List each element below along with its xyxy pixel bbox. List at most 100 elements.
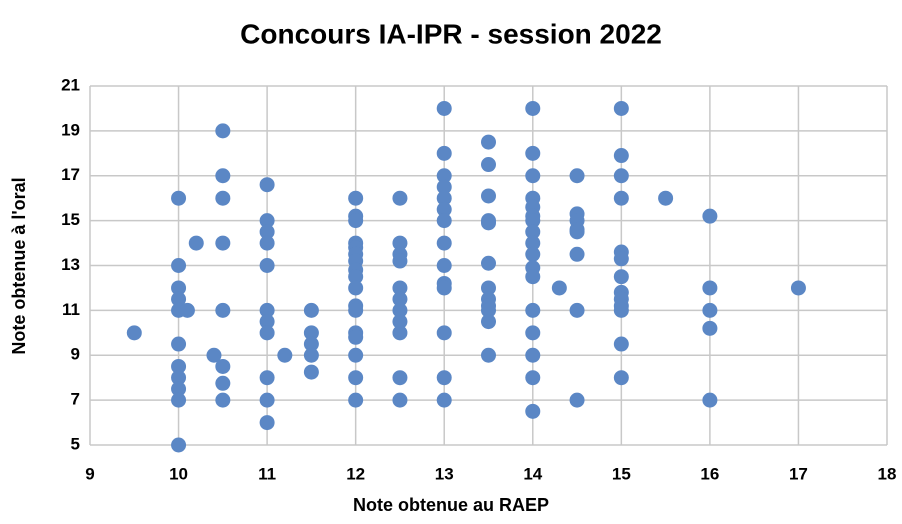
point xyxy=(392,280,408,296)
point xyxy=(303,302,319,318)
point xyxy=(525,403,541,419)
point xyxy=(525,235,541,251)
point xyxy=(171,358,187,374)
point xyxy=(392,314,408,330)
point xyxy=(215,235,231,251)
point xyxy=(702,320,718,336)
point xyxy=(613,168,629,184)
point xyxy=(348,302,364,318)
point xyxy=(303,325,319,341)
point xyxy=(259,177,275,193)
point xyxy=(392,190,408,206)
point xyxy=(392,235,408,251)
point xyxy=(277,347,293,363)
point xyxy=(348,269,364,285)
point xyxy=(171,437,187,453)
x-tick-label: 16 xyxy=(700,464,719,483)
point xyxy=(613,148,629,164)
point xyxy=(392,253,408,269)
point xyxy=(392,392,408,408)
point xyxy=(171,280,187,296)
point xyxy=(259,224,275,240)
point xyxy=(171,370,187,386)
point xyxy=(569,224,585,240)
y-tick-label: 15 xyxy=(61,210,80,229)
point xyxy=(525,145,541,161)
point xyxy=(259,213,275,229)
point xyxy=(436,392,452,408)
point xyxy=(481,157,496,173)
point xyxy=(348,213,364,229)
x-tick-label: 17 xyxy=(789,464,808,483)
y-tick-label: 19 xyxy=(61,120,80,139)
point xyxy=(481,188,496,204)
point xyxy=(215,190,231,206)
point xyxy=(481,280,496,296)
point xyxy=(481,134,496,150)
y-tick-label: 5 xyxy=(71,434,80,453)
point xyxy=(392,291,408,307)
point xyxy=(348,190,364,206)
point xyxy=(436,258,452,273)
point xyxy=(171,190,187,206)
x-tick-label: 18 xyxy=(878,464,897,483)
point xyxy=(525,246,541,262)
point xyxy=(259,392,275,408)
point xyxy=(569,302,585,318)
point xyxy=(525,347,541,363)
point xyxy=(259,314,275,330)
point xyxy=(569,392,585,408)
point xyxy=(481,347,496,363)
point xyxy=(436,201,452,217)
point xyxy=(790,280,806,296)
point xyxy=(525,302,541,318)
point xyxy=(436,325,452,341)
point xyxy=(436,235,452,251)
point xyxy=(259,370,275,386)
point xyxy=(702,208,718,224)
x-tick-label: 14 xyxy=(523,464,542,483)
point xyxy=(348,280,364,296)
y-tick-label: 7 xyxy=(71,390,80,409)
point xyxy=(215,358,231,374)
point xyxy=(436,190,452,206)
y-axis-label: Note obtenue à l'oral xyxy=(9,177,29,354)
point xyxy=(658,190,674,206)
point xyxy=(171,258,187,273)
point xyxy=(613,269,629,285)
point xyxy=(525,224,541,240)
point xyxy=(436,100,452,116)
point xyxy=(525,269,541,285)
point xyxy=(392,325,408,341)
x-tick-label: 13 xyxy=(435,464,454,483)
point xyxy=(303,336,319,352)
point xyxy=(171,336,187,352)
point xyxy=(481,314,496,330)
point xyxy=(188,235,204,251)
point xyxy=(215,302,231,318)
point xyxy=(481,215,496,231)
y-tick-label: 17 xyxy=(61,165,80,184)
y-tick-label: 13 xyxy=(61,255,80,274)
point xyxy=(259,258,275,273)
point xyxy=(525,370,541,386)
x-tick-label: 12 xyxy=(346,464,365,483)
point xyxy=(171,392,187,408)
point xyxy=(215,375,231,391)
x-axis-label: Note obtenue au RAEP xyxy=(353,495,549,515)
point xyxy=(348,370,364,386)
point xyxy=(613,336,629,352)
point xyxy=(215,392,231,408)
point xyxy=(436,168,452,184)
point xyxy=(525,213,541,229)
y-tick-label: 21 xyxy=(61,75,80,94)
point xyxy=(525,100,541,116)
point xyxy=(569,168,585,184)
point xyxy=(613,251,629,267)
point xyxy=(525,168,541,184)
point xyxy=(569,246,585,262)
point xyxy=(348,347,364,363)
chart-title: Concours IA-IPR - session 2022 xyxy=(240,18,662,49)
x-tick-label: 10 xyxy=(169,464,188,483)
